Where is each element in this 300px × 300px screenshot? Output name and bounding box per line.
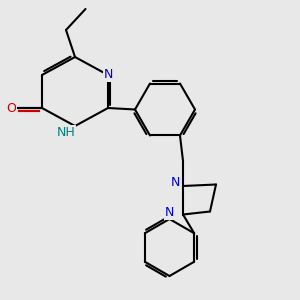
- Text: N: N: [165, 206, 174, 220]
- Text: O: O: [6, 101, 16, 115]
- Text: N: N: [171, 176, 180, 190]
- Text: N: N: [103, 68, 113, 82]
- Text: NH: NH: [57, 125, 75, 139]
